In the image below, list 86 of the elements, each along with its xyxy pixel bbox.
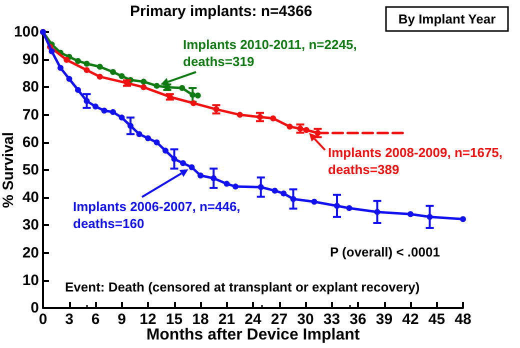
- point: [190, 92, 196, 98]
- x-tick-label: 33: [323, 311, 340, 328]
- x-axis-title: Months after Device Implant: [146, 326, 360, 344]
- point: [426, 214, 433, 220]
- point: [75, 86, 81, 93]
- point: [66, 76, 72, 82]
- point: [118, 73, 125, 80]
- y-tick-label: 80: [22, 78, 39, 96]
- point: [118, 114, 125, 121]
- point: [84, 98, 90, 104]
- point: [58, 64, 64, 71]
- y-tick-label: 30: [22, 216, 39, 234]
- x-tick-label: 39: [376, 311, 393, 328]
- point: [311, 198, 318, 205]
- annotation: Implants 2006-2007, n=446, deaths=160: [73, 199, 240, 231]
- x-tick-label: 45: [428, 311, 446, 328]
- y-tick-label: 90: [22, 51, 39, 68]
- chart-title: Primary implants: n=4366: [130, 3, 312, 20]
- x-tick-label: 48: [454, 311, 472, 328]
- point: [154, 82, 160, 89]
- x-tick-label: 6: [91, 311, 100, 328]
- point: [110, 69, 116, 76]
- x-tick-label: 3: [65, 311, 74, 328]
- point: [303, 126, 310, 133]
- point: [162, 148, 168, 154]
- point: [232, 184, 238, 190]
- point: [96, 74, 103, 80]
- point: [64, 56, 70, 63]
- x-tick-label: 27: [270, 311, 288, 328]
- x-tick-label: 12: [140, 311, 156, 328]
- y-tick-label: 10: [22, 272, 39, 289]
- point: [48, 48, 55, 54]
- point: [258, 184, 264, 190]
- x-tick-label: 42: [402, 311, 419, 328]
- point: [145, 135, 151, 142]
- y-tick-label: 60: [22, 134, 39, 151]
- point: [280, 190, 287, 196]
- y-tick-label: 70: [22, 106, 39, 124]
- point: [179, 85, 186, 92]
- point: [75, 58, 81, 64]
- y-tick-label: 0: [30, 300, 39, 316]
- annotation: Implants 2008-2009, n=1675, deaths=389: [328, 145, 503, 177]
- point: [272, 188, 278, 194]
- point: [140, 78, 147, 85]
- point: [374, 208, 380, 215]
- point: [194, 92, 201, 98]
- x-tick-label: 30: [297, 311, 314, 328]
- point: [224, 180, 230, 187]
- point: [110, 109, 116, 116]
- point: [334, 202, 340, 209]
- annotation: P (overall) < .0001: [330, 244, 440, 260]
- y-tick-label: 40: [22, 189, 39, 206]
- x-tick-label: 9: [118, 311, 126, 328]
- x-tick-label: 21: [218, 311, 236, 328]
- point: [128, 122, 134, 129]
- point: [84, 60, 90, 67]
- x-tick-label: 15: [166, 311, 183, 328]
- text: By Implant Year: [398, 12, 496, 26]
- y-axis-title: % Survival: [0, 132, 17, 208]
- point: [154, 139, 160, 146]
- point: [136, 131, 142, 138]
- point: [460, 216, 466, 222]
- point: [96, 64, 103, 70]
- point: [290, 196, 296, 202]
- point: [140, 84, 147, 90]
- point: [270, 115, 276, 122]
- x-tick-label: 18: [192, 311, 209, 328]
- annotation: Event: Death (censored at transplant or explant recovery): [65, 280, 420, 294]
- point: [236, 112, 243, 118]
- x-tick-label: 36: [350, 311, 366, 328]
- annotation: Implants 2010-2011, n=2245, deaths=319: [183, 37, 357, 69]
- point: [210, 175, 217, 182]
- point: [198, 172, 204, 179]
- point: [346, 205, 352, 212]
- point: [180, 160, 186, 166]
- point: [171, 156, 178, 162]
- point: [408, 211, 414, 218]
- point: [84, 67, 90, 74]
- y-tick-label: 20: [22, 244, 39, 262]
- point: [188, 164, 195, 170]
- y-tick-label: 100: [14, 24, 39, 40]
- point: [286, 124, 293, 130]
- point: [101, 108, 108, 114]
- x-tick-label: 24: [244, 311, 262, 328]
- point: [92, 104, 98, 110]
- y-tick-label: 50: [22, 162, 39, 178]
